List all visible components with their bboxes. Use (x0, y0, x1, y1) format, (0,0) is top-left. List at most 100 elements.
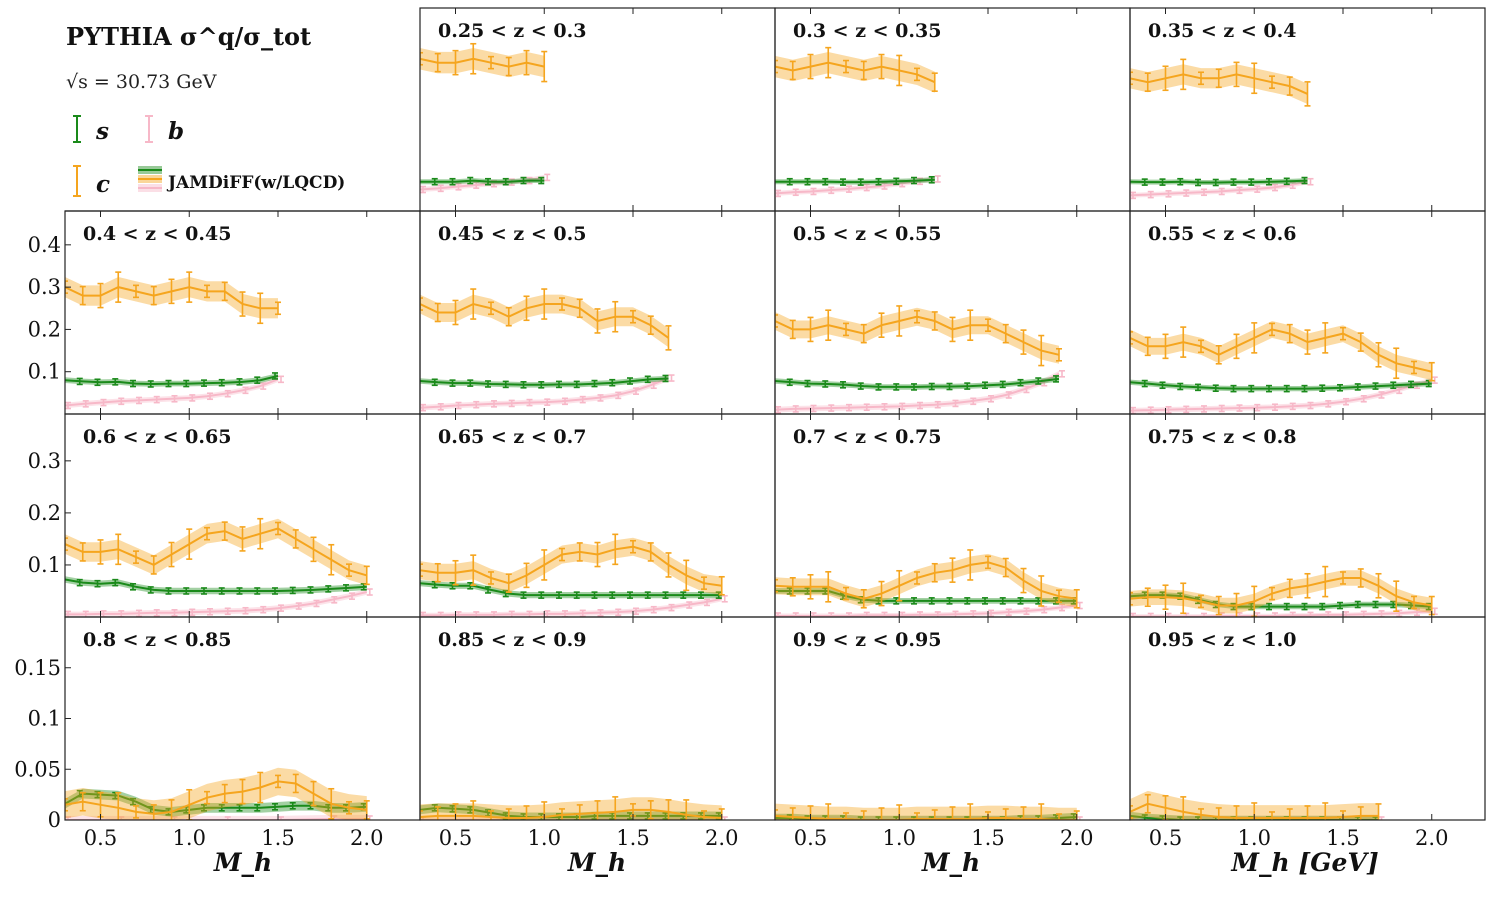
panel-10-c-point-0 (1130, 591, 1133, 606)
panel-1-c-point-8 (914, 67, 920, 82)
panel-0-c-point-7 (541, 50, 548, 83)
panel-10-c-point-13 (1357, 568, 1364, 588)
panel-4-c-point-2 (452, 299, 459, 326)
panel-11-c-point-12 (275, 774, 281, 789)
panel-14-c-point-9 (1286, 808, 1293, 820)
panel-11-c-point-13 (292, 773, 299, 794)
panel-7-b-point-4 (136, 609, 142, 617)
panel-2-b-point-1 (1147, 190, 1154, 199)
panel-6-s-point-2 (1159, 381, 1166, 390)
panel-9-b-point-2 (810, 612, 817, 617)
x-axis-title-col1: M_h (213, 848, 272, 877)
panel-9-c-point-3 (825, 571, 832, 603)
panel-4-c-point-13 (647, 315, 654, 335)
panel-10-b-point-8 (1272, 612, 1278, 617)
panel-12-c-point-5 (505, 808, 512, 820)
panel-10-c-point-11 (1322, 565, 1329, 598)
panel-11-c-point-15 (328, 787, 335, 820)
panel-12-c-point-6 (523, 805, 530, 820)
panel-0-c-line (420, 57, 545, 68)
panel-12-s-point-1 (431, 804, 438, 812)
panel-2-c-point-9 (1286, 76, 1293, 96)
panel-3-c-point-5 (150, 285, 157, 306)
panel-9-c-point-4 (843, 586, 849, 601)
panel-14-s-line (1130, 814, 1379, 820)
panel-8-c-point-17 (718, 575, 725, 596)
x-axis-title-col4: M_h [GeV] (1230, 848, 1378, 877)
panel-4-s-point-10 (591, 379, 598, 388)
panel-10-s-point-12 (1337, 601, 1343, 610)
panel-7-b-point-15 (331, 596, 338, 604)
panel-2-s-point-5 (1212, 178, 1219, 187)
panel-5-s-point-2 (804, 379, 811, 388)
panel-3-c-point-10 (239, 291, 246, 317)
panel-6-s-point-1 (1141, 379, 1148, 388)
panel-11-b-band (65, 814, 367, 820)
panel-1-b-point-3 (828, 186, 835, 195)
panel-13-xtick-label-0: 0.5 (794, 826, 827, 850)
panel-5-c-point-5 (860, 323, 867, 344)
panel-1-b-point-1 (792, 188, 799, 197)
panel-2-b-point-2 (1165, 190, 1172, 198)
panel-5-s-point-16 (1053, 375, 1059, 383)
panel-4-b-point-1 (437, 403, 444, 411)
panel-4-s-point-8 (556, 380, 562, 389)
panel-11-b-point-3 (224, 816, 231, 820)
panel-6-b-point-10 (1307, 401, 1314, 410)
legend-s-marker (73, 115, 81, 143)
panel-9-c-line (775, 561, 1077, 600)
panel-12-c-point-10 (594, 800, 601, 820)
panel-0-s-point-4 (485, 177, 491, 186)
panel-9-b-point-7 (899, 611, 906, 617)
panel-5-s-point-10 (946, 382, 953, 391)
panel-10-b-point-13 (1360, 610, 1367, 617)
panel-4-s-point-3 (467, 379, 474, 387)
panel-4-s-point-7 (538, 381, 545, 389)
panel-4-b-point-14 (668, 374, 675, 382)
panel-6-s-point-7 (1248, 384, 1255, 393)
panel-8-s-point-16 (698, 591, 704, 599)
panel-4-b-point-11 (615, 391, 622, 400)
panel-1-s-point-4 (840, 178, 846, 186)
panel-0-s-point-3 (467, 176, 474, 185)
panel-11-c-point-3 (115, 792, 122, 820)
panel-7-label: 0.6 < z < 0.65 (83, 426, 231, 448)
panel-4-s-point-6 (520, 381, 527, 389)
panel-6-s-point-8 (1266, 384, 1272, 393)
panel-6-s-point-3 (1177, 382, 1184, 391)
panel-4-c-point-7 (541, 288, 548, 320)
panel-9-s-point-11 (964, 597, 971, 605)
panel-13-c-point-5 (860, 810, 867, 820)
panel-4-s-line (420, 377, 669, 386)
panel-6-s-point-12 (1337, 383, 1343, 392)
panel-14-xtick-label-0: 0.5 (1149, 826, 1182, 850)
panel-2-c-point-8 (1269, 75, 1275, 89)
panel-12-xtick-label-3: 2.0 (705, 826, 738, 850)
panel-3-b-point-8 (207, 392, 213, 401)
panel-9-s-point-2 (804, 587, 811, 595)
panel-8-c-point-5 (505, 573, 512, 593)
panel-5-b-point-2 (810, 404, 817, 413)
panel-5-c-point-4 (843, 322, 849, 337)
panel-1-b-point-0 (775, 189, 781, 198)
panel-4-c-point-9 (576, 298, 583, 319)
panel-13-c-point-4 (843, 812, 849, 820)
panel-11-label: 0.8 < z < 0.85 (83, 629, 231, 651)
panel-6-c-point-6 (1233, 333, 1240, 360)
panel-9-s-point-10 (946, 597, 953, 605)
panel-9-c-point-16 (1056, 589, 1062, 603)
panel-13-c-point-0 (775, 809, 778, 820)
panel-5-c-point-14 (1020, 329, 1027, 355)
panel-9-c-point-11 (967, 549, 974, 581)
panel-8-c-point-3 (470, 554, 477, 586)
panel-12-s-point-2 (449, 805, 456, 813)
panel-2-c-point-1 (1144, 72, 1151, 92)
panel-4-c-point-5 (505, 306, 512, 327)
panel-5-b-point-6 (881, 403, 888, 411)
panel-6-s-point-5 (1212, 384, 1219, 393)
panel-13-label: 0.9 < z < 0.95 (793, 629, 941, 651)
panel-6-c-point-12 (1340, 326, 1346, 341)
panel-13-c-point-11 (967, 803, 974, 820)
panel-14: 0.95 < z < 1.0 0.5 1.0 1.5 2.0 (1129, 616, 1486, 850)
panel-7-b-point-1 (82, 610, 89, 617)
